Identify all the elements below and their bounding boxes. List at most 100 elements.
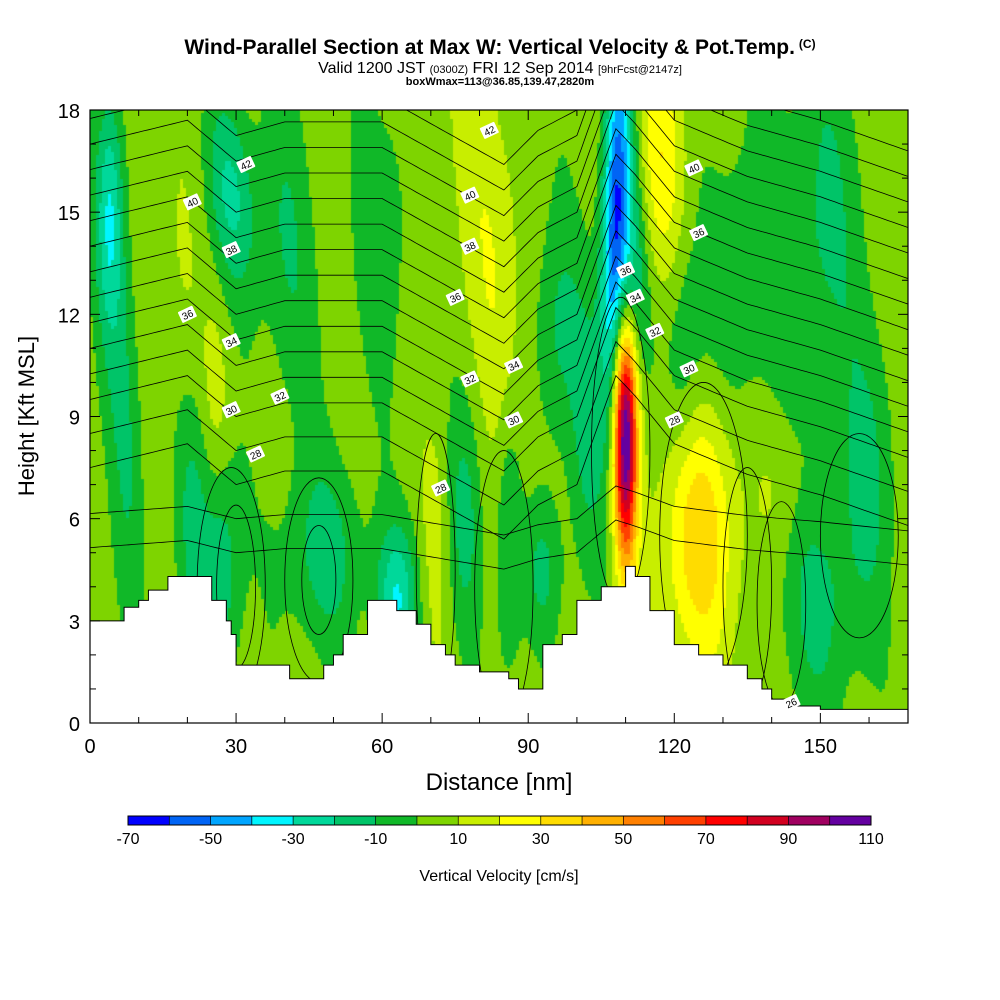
plot-area: 42 40 38 36 34 32 30 28 42 40 38 36 32 34 30 28 40 36 36 34… [89, 109, 909, 724]
contour-label-box [246, 445, 265, 463]
contour-label: 36 [616, 261, 636, 279]
contour-label-box [479, 121, 499, 139]
x-tick-label: 120 [658, 736, 691, 758]
contour-label-box [460, 237, 480, 255]
contour-label-text: 40 [687, 162, 702, 177]
contour-label-text: 32 [273, 390, 288, 405]
colorbar-swatch [747, 816, 789, 825]
valid-utc: (0300Z) [429, 64, 469, 76]
contour-label-box [460, 370, 480, 388]
theta-contour-line [90, 110, 908, 268]
colorbar-tick-label: 110 [858, 831, 884, 848]
contour-label-box [781, 694, 801, 712]
contour-label: 32 [460, 370, 480, 388]
theta-contour-line [90, 255, 908, 421]
contour-label: 38 [460, 237, 480, 255]
contour-label-box [679, 360, 699, 378]
contour-label-text: 28 [668, 414, 683, 429]
x-tick-label: 30 [225, 736, 247, 758]
contour-label-box [221, 333, 241, 351]
contour-label-text: 42 [239, 158, 254, 173]
contour-label: 36 [689, 224, 709, 241]
contour-label: 42 [479, 121, 499, 139]
contour-label-box [504, 411, 524, 429]
valid-prefix: Valid 1200 JST [318, 60, 426, 77]
colorbar-swatch [499, 816, 542, 825]
contour-label-text: 32 [648, 325, 663, 340]
x-tick-label: 0 [84, 736, 95, 758]
y-axis-label: Height [Kft MSL] [14, 336, 39, 496]
contour-label-text: 28 [249, 448, 264, 463]
contour-label: 40 [182, 193, 202, 211]
contour-label-box [221, 401, 241, 419]
chart-title-text: Wind-Parallel Section at Max W: Vertical… [184, 36, 795, 59]
colorbar-swatch [169, 816, 212, 825]
contour-label: 32 [270, 387, 290, 405]
colorbar-swatch [705, 816, 748, 825]
colorbar-tick-label: 90 [780, 831, 798, 848]
contour-label-box [236, 156, 256, 173]
theta-contour-line [90, 281, 908, 446]
contour-label: 28 [431, 479, 451, 497]
contour-label-text: 26 [784, 696, 799, 711]
contour-label-box [431, 479, 451, 497]
contour-label-box [625, 288, 645, 306]
colorbar-tick-label: -10 [364, 831, 387, 848]
x-tick-label: 90 [517, 736, 539, 758]
chart-subtitle: Valid 1200 JST (0300Z) FRI 12 Sep 2014 [… [0, 60, 1000, 78]
colorbar-swatch [128, 816, 170, 825]
contour-label-text: 30 [224, 404, 239, 419]
colorbar-swatch [375, 816, 418, 825]
theta-contour-line [90, 110, 908, 191]
contour-label: 36 [177, 305, 197, 323]
theta-contour-line [90, 374, 908, 540]
contour-label-text: 30 [507, 414, 522, 429]
colorbar-tick-label: -50 [199, 831, 222, 848]
box-info: boxWmax=113@36.85,139.47,2820m [405, 76, 595, 88]
y-tick-label: 0 [69, 714, 80, 736]
contour-label-box [177, 305, 197, 323]
w-contour-line [301, 525, 337, 635]
contour-label-text: 38 [224, 243, 239, 258]
contour-label: 40 [684, 159, 704, 177]
contour-label: 34 [221, 333, 241, 351]
contour-label-box [270, 387, 290, 405]
colorbar-tick-label: 10 [449, 831, 467, 848]
contour-label-text: 36 [692, 226, 707, 241]
colorbar-tick-label: 50 [614, 831, 632, 848]
colorbar-swatch [251, 816, 294, 825]
y-tick-label: 6 [69, 510, 80, 532]
colorbar-swatch [664, 816, 707, 825]
x-tick-label: 150 [804, 736, 837, 758]
contour-label-box [445, 288, 465, 306]
colorbar-swatch [458, 816, 500, 825]
contour-label: 30 [679, 360, 699, 378]
theta-contour-line [90, 110, 908, 242]
y-tick-label: 18 [58, 101, 80, 123]
colorbar-swatch [540, 816, 583, 825]
contour-label: 26 [781, 694, 801, 712]
contour-labels: 42 40 38 36 34 32 30 28 42 40 38 36 32 34 30 28 40 36 36 34… [177, 121, 801, 712]
contour-label: 38 [221, 241, 241, 258]
colorbar-swatch [623, 816, 666, 825]
theta-contour-line [90, 340, 908, 506]
y-tick-label: 9 [69, 408, 80, 430]
w-contour-line [474, 450, 534, 723]
contour-label-text: 40 [463, 189, 478, 204]
y-tick-label: 12 [58, 305, 80, 327]
contour-label-text: 38 [463, 240, 478, 255]
contour-label: 40 [460, 186, 480, 204]
colorbar-swatch [788, 816, 831, 825]
x-axis: 0 30 60 90 120 150 [84, 110, 870, 758]
copyright-mark: (C) [798, 37, 816, 51]
theta-contour-line [90, 110, 908, 217]
contour-label-text: 36 [181, 308, 196, 323]
contour-label-text: 36 [619, 264, 634, 279]
x-tick-label: 60 [371, 736, 393, 758]
y-tick-label: 3 [69, 612, 80, 634]
contour-label-text: 40 [186, 196, 201, 211]
contour-label-box [460, 186, 480, 204]
theta-contour-line [90, 204, 908, 370]
contour-label: 42 [236, 156, 256, 173]
valid-date: FRI 12 Sep 2014 [472, 60, 594, 77]
